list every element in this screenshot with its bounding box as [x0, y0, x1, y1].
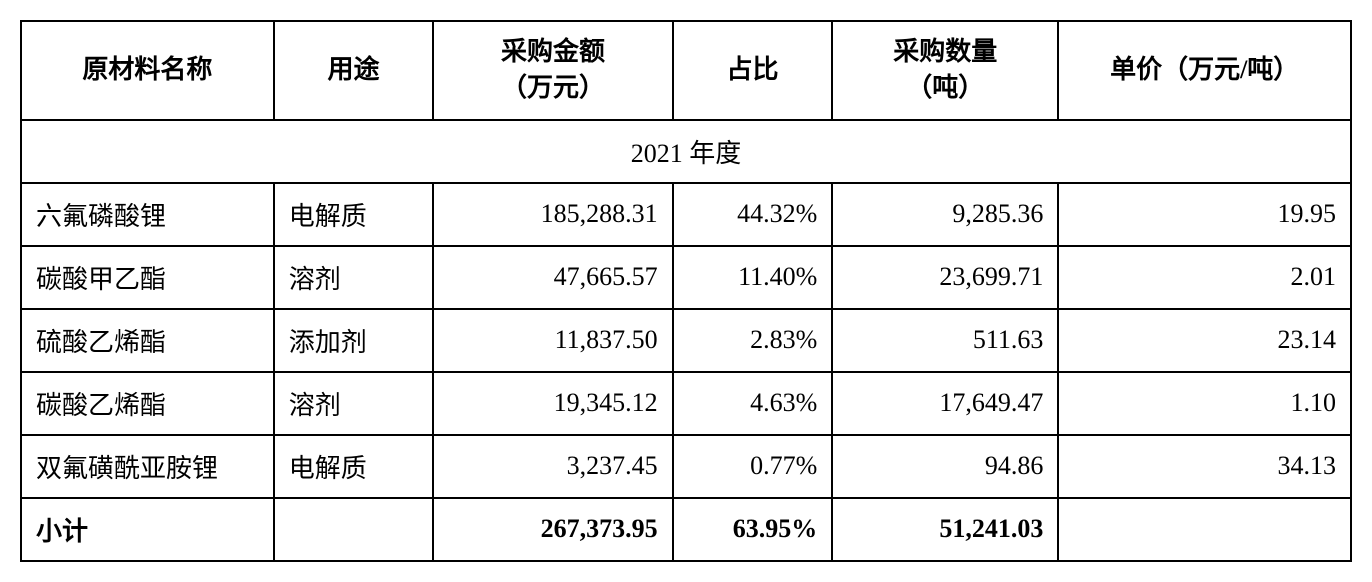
header-ratio: 占比	[673, 21, 833, 120]
header-use: 用途	[274, 21, 434, 120]
subtotal-amount: 267,373.95	[433, 498, 672, 561]
year-label: 2021 年度	[21, 120, 1351, 183]
subtotal-ratio: 63.95%	[673, 498, 833, 561]
cell-use: 电解质	[274, 435, 434, 498]
table-row: 碳酸乙烯酯 溶剂 19,345.12 4.63% 17,649.47 1.10	[21, 372, 1351, 435]
cell-ratio: 44.32%	[673, 183, 833, 246]
cell-qty: 94.86	[832, 435, 1058, 498]
cell-ratio: 2.83%	[673, 309, 833, 372]
header-row: 原材料名称 用途 采购金额（万元） 占比 采购数量（吨） 单价（万元/吨）	[21, 21, 1351, 120]
header-price: 单价（万元/吨）	[1058, 21, 1351, 120]
cell-name: 硫酸乙烯酯	[21, 309, 274, 372]
materials-table: 原材料名称 用途 采购金额（万元） 占比 采购数量（吨） 单价（万元/吨） 20…	[20, 20, 1352, 562]
cell-use: 溶剂	[274, 246, 434, 309]
cell-qty: 23,699.71	[832, 246, 1058, 309]
table-row: 双氟磺酰亚胺锂 电解质 3,237.45 0.77% 94.86 34.13	[21, 435, 1351, 498]
table-row: 六氟磷酸锂 电解质 185,288.31 44.32% 9,285.36 19.…	[21, 183, 1351, 246]
cell-amount: 11,837.50	[433, 309, 672, 372]
cell-price: 34.13	[1058, 435, 1351, 498]
subtotal-row: 小计 267,373.95 63.95% 51,241.03	[21, 498, 1351, 561]
cell-name: 碳酸乙烯酯	[21, 372, 274, 435]
subtotal-qty: 51,241.03	[832, 498, 1058, 561]
table-row: 硫酸乙烯酯 添加剂 11,837.50 2.83% 511.63 23.14	[21, 309, 1351, 372]
cell-price: 23.14	[1058, 309, 1351, 372]
header-amount: 采购金额（万元）	[433, 21, 672, 120]
cell-ratio: 0.77%	[673, 435, 833, 498]
cell-use: 添加剂	[274, 309, 434, 372]
cell-name: 六氟磷酸锂	[21, 183, 274, 246]
cell-ratio: 11.40%	[673, 246, 833, 309]
cell-qty: 17,649.47	[832, 372, 1058, 435]
cell-amount: 47,665.57	[433, 246, 672, 309]
header-material-name: 原材料名称	[21, 21, 274, 120]
cell-price: 19.95	[1058, 183, 1351, 246]
subtotal-use	[274, 498, 434, 561]
cell-qty: 9,285.36	[832, 183, 1058, 246]
cell-use: 溶剂	[274, 372, 434, 435]
cell-amount: 185,288.31	[433, 183, 672, 246]
cell-amount: 3,237.45	[433, 435, 672, 498]
subtotal-price	[1058, 498, 1351, 561]
cell-price: 1.10	[1058, 372, 1351, 435]
header-qty: 采购数量（吨）	[832, 21, 1058, 120]
cell-amount: 19,345.12	[433, 372, 672, 435]
cell-ratio: 4.63%	[673, 372, 833, 435]
table-row: 碳酸甲乙酯 溶剂 47,665.57 11.40% 23,699.71 2.01	[21, 246, 1351, 309]
subtotal-label: 小计	[21, 498, 274, 561]
cell-price: 2.01	[1058, 246, 1351, 309]
year-section-row: 2021 年度	[21, 120, 1351, 183]
cell-qty: 511.63	[832, 309, 1058, 372]
cell-name: 双氟磺酰亚胺锂	[21, 435, 274, 498]
cell-use: 电解质	[274, 183, 434, 246]
cell-name: 碳酸甲乙酯	[21, 246, 274, 309]
